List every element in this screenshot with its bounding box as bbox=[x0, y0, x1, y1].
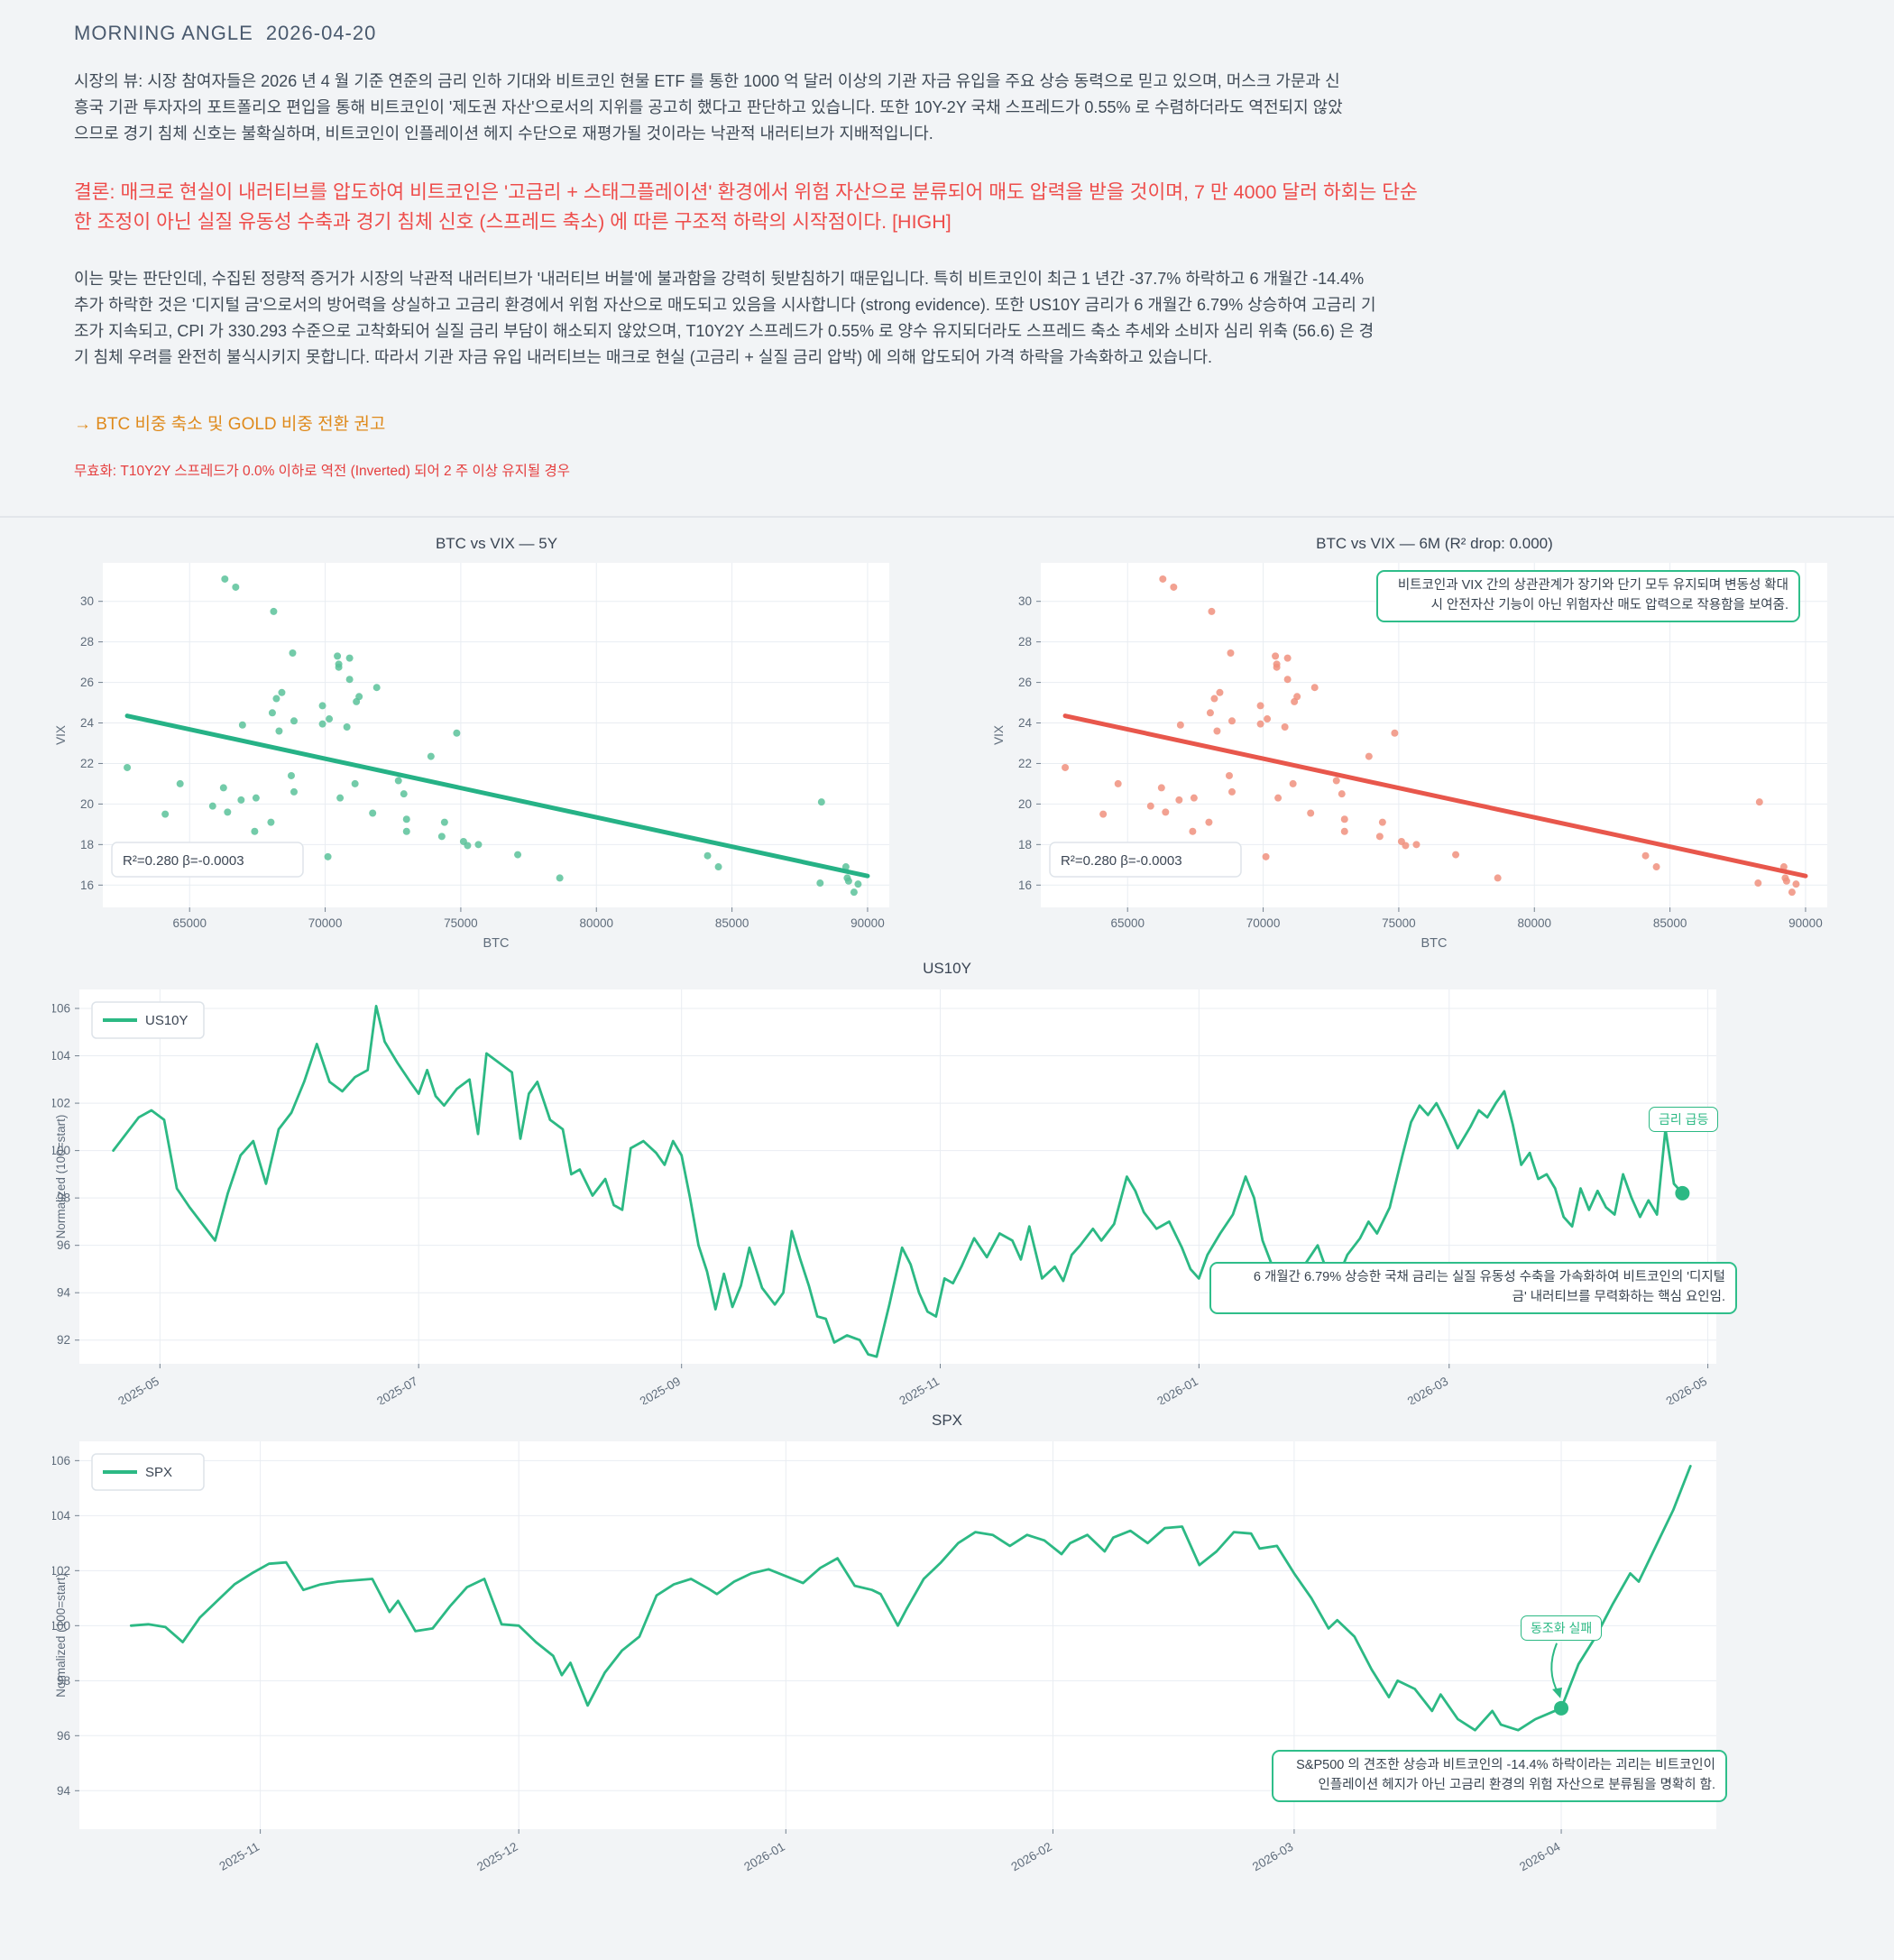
svg-text:94: 94 bbox=[57, 1286, 71, 1300]
svg-text:2026-05: 2026-05 bbox=[1664, 1375, 1709, 1404]
svg-text:22: 22 bbox=[1018, 757, 1032, 770]
svg-text:98: 98 bbox=[57, 1192, 70, 1205]
recommendation-line: → BTC 비중 축소 및 GOLD 비중 전환 권고 bbox=[74, 410, 1820, 435]
market-view-paragraph: 시장의 뷰: 시장 참여자들은 2026 년 4 월 기준 연준의 금리 인하 … bbox=[74, 72, 1343, 143]
svg-text:96: 96 bbox=[57, 1729, 70, 1743]
svg-text:18: 18 bbox=[80, 838, 94, 851]
evidence-paragraph: 이는 맞는 판단인데, 수집된 정량적 증거가 시장의 낙관적 내러티브가 '내… bbox=[74, 269, 1376, 367]
svg-text:94: 94 bbox=[57, 1784, 71, 1798]
event-marker-dot bbox=[1554, 1701, 1569, 1716]
svg-text:106: 106 bbox=[52, 1454, 70, 1468]
svg-text:26: 26 bbox=[80, 676, 94, 690]
report-header: MORNING ANGLE 2026-04-20 시장의 뷰: 시장 참여자들은 … bbox=[0, 0, 1894, 480]
chart-annotation: S&P500 의 견조한 상승과 비트코인의 -14.4% 하락이라는 괴리는 … bbox=[1272, 1750, 1727, 1802]
recommendation-text: BTC 비중 축소 및 GOLD 비중 전환 권고 bbox=[96, 415, 386, 435]
svg-text:Normalized (100=start): Normalized (100=start) bbox=[54, 1574, 68, 1698]
legend-label: SPX bbox=[145, 1465, 172, 1480]
svg-text:102: 102 bbox=[52, 1097, 70, 1110]
svg-text:65000: 65000 bbox=[172, 916, 207, 930]
svg-text:96: 96 bbox=[57, 1239, 70, 1253]
section-divider bbox=[0, 516, 1894, 519]
svg-text:2026-03: 2026-03 bbox=[1250, 1840, 1295, 1874]
us10y-plot: 2025-05 2025-07 2025-09 2025-11 2026-01 2026-… bbox=[50, 989, 1716, 1409]
svg-text:28: 28 bbox=[1018, 636, 1032, 649]
svg-text:2025-11: 2025-11 bbox=[217, 1840, 262, 1873]
svg-text:104: 104 bbox=[52, 1049, 70, 1063]
svg-text:Normalized (100=start): Normalized (100=start) bbox=[54, 1115, 68, 1239]
svg-text:90000: 90000 bbox=[850, 916, 885, 930]
svg-text:2026-01: 2026-01 bbox=[741, 1840, 786, 1874]
svg-text:26: 26 bbox=[1018, 676, 1032, 690]
regression-stats: R²=0.280 β=-0.0003 bbox=[1061, 853, 1182, 869]
svg-text:80000: 80000 bbox=[1517, 916, 1551, 930]
svg-text:100: 100 bbox=[52, 1619, 70, 1633]
svg-text:30: 30 bbox=[1018, 595, 1032, 609]
chart-annotation: 6 개월간 6.79% 상승한 국채 금리는 실질 유동성 수축을 가속화하여 … bbox=[1209, 1262, 1737, 1314]
svg-text:2026-03: 2026-03 bbox=[1405, 1375, 1450, 1404]
scatter-row: BTC vs VIX — 5Y 65000 70000 75000 80000 8500… bbox=[52, 532, 1842, 957]
regression-stats: R²=0.280 β=-0.0003 bbox=[123, 853, 244, 869]
btc-vix-5y-plot: 65000 70000 75000 80000 85000 90000 16 18 20 22 24… bbox=[54, 563, 889, 951]
svg-text:20: 20 bbox=[80, 797, 94, 811]
conclusion-statement: 결론: 매크로 현실이 내러티브를 압도하여 비트코인은 '고금리 + 스태그플… bbox=[74, 181, 1418, 234]
svg-text:BTC: BTC bbox=[1421, 936, 1448, 951]
svg-text:65000: 65000 bbox=[1110, 916, 1145, 930]
svg-text:16: 16 bbox=[1018, 879, 1032, 892]
svg-text:70000: 70000 bbox=[1246, 916, 1281, 930]
chart-title: BTC vs VIX — 5Y bbox=[435, 535, 558, 553]
chart-btc-vix-5y: BTC vs VIX — 5Y 65000 70000 75000 80000 8500… bbox=[52, 532, 941, 957]
chart-spx: SPX 2025-11 2025-12 2026-01 2026-02 2026-03 2… bbox=[50, 1409, 1842, 1892]
svg-text:BTC: BTC bbox=[483, 936, 510, 951]
charts-section: BTC vs VIX — 5Y 65000 70000 75000 80000 8500… bbox=[0, 518, 1894, 1892]
svg-text:80000: 80000 bbox=[579, 916, 613, 930]
invalidation-condition: 무효화: T10Y2Y 스프레드가 0.0% 이하로 역전 (Inverted)… bbox=[74, 464, 570, 480]
svg-text:2026-04: 2026-04 bbox=[1517, 1840, 1563, 1874]
btc-vix-6m-plot: 65000 70000 75000 80000 85000 90000 16 18 20 22 24… bbox=[992, 563, 1827, 951]
legend-label: US10Y bbox=[145, 1013, 188, 1028]
svg-text:70000: 70000 bbox=[308, 916, 343, 930]
chart-title: SPX bbox=[931, 1412, 963, 1430]
page-title: MORNING ANGLE 2026-04-20 bbox=[74, 22, 1820, 45]
svg-text:18: 18 bbox=[1018, 838, 1032, 851]
svg-text:20: 20 bbox=[1018, 797, 1032, 811]
svg-text:2025-12: 2025-12 bbox=[474, 1840, 519, 1874]
chart-us10y: US10Y 2025-05 2025-07 2025-09 2025-11 2026-0… bbox=[50, 957, 1842, 1409]
spx-plot: 2025-11 2025-12 2026-01 2026-02 2026-03 2026-… bbox=[50, 1441, 1716, 1874]
svg-text:2026-02: 2026-02 bbox=[1009, 1840, 1054, 1874]
svg-text:98: 98 bbox=[57, 1674, 70, 1688]
svg-text:30: 30 bbox=[80, 595, 94, 609]
svg-text:92: 92 bbox=[57, 1334, 70, 1348]
report-date: 2026-04-20 bbox=[265, 22, 377, 44]
svg-text:VIX: VIX bbox=[54, 726, 68, 746]
svg-text:100: 100 bbox=[52, 1145, 70, 1158]
svg-text:28: 28 bbox=[80, 636, 94, 649]
arrow-right-icon: → bbox=[74, 415, 91, 435]
marker-label: 동조화 실패 bbox=[1521, 1615, 1603, 1642]
svg-text:75000: 75000 bbox=[444, 916, 478, 930]
chart-btc-vix-6m: BTC vs VIX — 6M (R² drop: 0.000) 65000 70… bbox=[990, 532, 1879, 957]
chart-title: BTC vs VIX — 6M (R² drop: 0.000) bbox=[1316, 535, 1553, 553]
svg-text:VIX: VIX bbox=[992, 726, 1006, 746]
svg-text:104: 104 bbox=[52, 1509, 70, 1523]
svg-text:106: 106 bbox=[52, 1002, 70, 1016]
svg-text:102: 102 bbox=[52, 1564, 70, 1578]
chart-title: US10Y bbox=[923, 960, 971, 978]
brand-name: MORNING ANGLE bbox=[74, 22, 253, 44]
svg-text:2025-07: 2025-07 bbox=[374, 1375, 419, 1404]
svg-text:24: 24 bbox=[1018, 716, 1033, 730]
svg-text:2025-05: 2025-05 bbox=[115, 1375, 161, 1404]
svg-text:2025-09: 2025-09 bbox=[638, 1375, 683, 1404]
svg-text:90000: 90000 bbox=[1788, 916, 1823, 930]
svg-text:2025-11: 2025-11 bbox=[896, 1375, 942, 1404]
svg-text:22: 22 bbox=[80, 757, 94, 770]
svg-text:85000: 85000 bbox=[1653, 916, 1687, 930]
svg-text:16: 16 bbox=[80, 879, 94, 892]
svg-text:24: 24 bbox=[80, 716, 95, 730]
event-marker-dot bbox=[1675, 1186, 1690, 1201]
svg-text:85000: 85000 bbox=[715, 916, 749, 930]
svg-text:2026-01: 2026-01 bbox=[1154, 1375, 1200, 1404]
marker-label: 금리 급등 bbox=[1649, 1107, 1719, 1133]
svg-text:75000: 75000 bbox=[1382, 916, 1416, 930]
chart-annotation: 비트코인과 VIX 간의 상관관계가 장기와 단기 모두 유지되며 변동성 확대… bbox=[1376, 570, 1800, 622]
